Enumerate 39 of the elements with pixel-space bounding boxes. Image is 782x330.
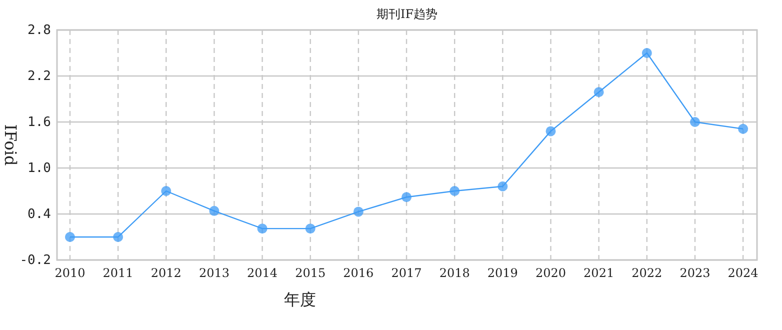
point (594, 87, 604, 98)
x-tick-label: 2010 (54, 266, 86, 280)
point (113, 232, 124, 242)
x-tick-label: 2024 (728, 266, 759, 280)
x-tick-label: 2015 (295, 266, 326, 280)
y-tick-label: 2.2 (28, 69, 51, 84)
point (305, 224, 316, 234)
x-tick-label: 2018 (439, 266, 470, 280)
point (690, 117, 700, 127)
y-tick-label: 2.8 (28, 23, 51, 38)
x-tick-label: 2012 (150, 266, 182, 280)
point (353, 206, 364, 217)
point (209, 206, 220, 216)
y-tick-label: 1.0 (28, 161, 51, 176)
y-tick-label: 1.6 (28, 115, 51, 130)
point (450, 186, 460, 196)
y-tick-label: 0.4 (28, 207, 52, 222)
point (402, 192, 412, 202)
x-tick-label: 2013 (198, 266, 230, 280)
point (161, 186, 172, 196)
x-tick-label: 2017 (391, 266, 422, 280)
point (64, 232, 75, 242)
chart-title: 期刊IF趋势 (376, 7, 438, 21)
x-tick-label: 2021 (584, 266, 614, 280)
y-axis-title: IFoid (1, 124, 20, 166)
y-tick-label: -0.2 (20, 253, 51, 268)
x-tick-label: 2011 (102, 266, 134, 280)
x-tick-label: 2016 (343, 266, 374, 280)
x-tick-label: 2019 (487, 266, 518, 280)
x-tick-label: 2020 (535, 266, 566, 280)
point (546, 126, 556, 136)
point (642, 48, 652, 58)
point (257, 224, 268, 234)
x-tick-label: 2023 (680, 266, 710, 280)
point (738, 124, 748, 134)
point (498, 181, 508, 192)
x-tick-label: 2022 (632, 266, 662, 280)
x-axis-title: 年度 (284, 290, 316, 309)
x-tick-label: 2014 (247, 266, 278, 280)
